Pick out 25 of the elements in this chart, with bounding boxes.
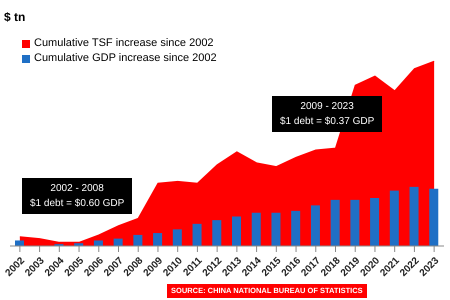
bar	[232, 216, 241, 246]
bar	[153, 233, 162, 246]
annotation: 2002 - 2008 $1 debt = $0.60 GDP	[30, 182, 124, 211]
bar	[350, 200, 360, 246]
bar	[370, 198, 380, 246]
bar	[114, 238, 123, 246]
bar	[94, 240, 103, 246]
annotation: 2009 - 2023 $1 debt = $0.37 GDP	[280, 100, 374, 129]
bar	[252, 212, 261, 246]
bar	[74, 243, 84, 246]
bar	[172, 229, 182, 246]
bar	[429, 188, 438, 246]
bar	[271, 212, 280, 246]
bar	[15, 240, 24, 246]
legend-label: Cumulative TSF increase since 2002	[34, 36, 214, 51]
y-axis-title: $ tn	[4, 10, 26, 24]
bar	[410, 186, 419, 246]
bar	[212, 220, 222, 246]
bar	[330, 200, 340, 246]
bar	[291, 210, 300, 246]
legend-label: Cumulative GDP increase since 2002	[34, 51, 217, 66]
bar	[310, 205, 320, 246]
bar	[192, 224, 202, 246]
bar	[390, 190, 399, 246]
bar	[133, 234, 142, 246]
